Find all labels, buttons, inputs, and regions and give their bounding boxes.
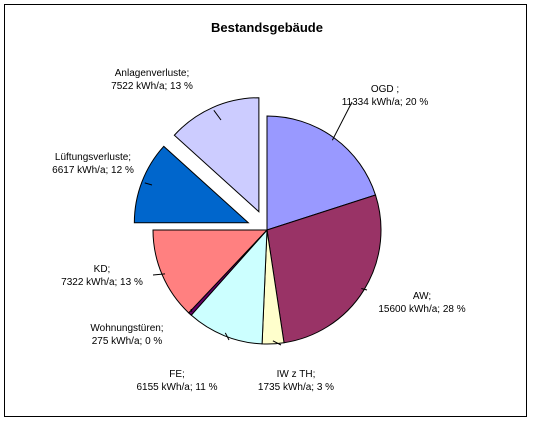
slice-label-name: KD; bbox=[94, 264, 111, 275]
slice-label-value: 11334 kWh/a; 20 % bbox=[342, 97, 429, 108]
leader-line bbox=[272, 340, 282, 346]
pie-slice-l-ftungsverluste bbox=[133, 145, 250, 224]
leader-line bbox=[331, 101, 353, 141]
pie-slice-kd bbox=[152, 229, 269, 314]
leader-line bbox=[213, 109, 222, 121]
leaders-layer bbox=[144, 101, 368, 346]
slice-label-name: OGD ; bbox=[371, 84, 399, 95]
slice-label-name: Anlagenverluste; bbox=[115, 68, 190, 79]
leader-line bbox=[361, 287, 368, 291]
pie-slice-aw bbox=[266, 194, 382, 344]
slice-label-value: 275 kWh/a; 0 % bbox=[92, 336, 163, 347]
leader-line bbox=[152, 273, 166, 276]
slices-layer bbox=[133, 97, 382, 345]
slice-label-value: 7322 kWh/a; 13 % bbox=[61, 277, 143, 288]
leader-line bbox=[190, 308, 193, 312]
slice-label-name: FE; bbox=[169, 369, 185, 380]
slice-label-value: 6617 kWh/a; 12 % bbox=[52, 165, 134, 176]
pie-chart: Bestandsgebäude OGD ; 11334 kWh/a; 20 % AW… bbox=[52, 20, 466, 393]
slice-label-name: IW z TH; bbox=[277, 369, 316, 380]
slice-label-value: 15600 kWh/a; 28 % bbox=[378, 304, 465, 315]
slice-label-value: 7522 kWh/a; 13 % bbox=[111, 81, 193, 92]
pie-slice-fe bbox=[190, 228, 268, 345]
slice-label-value: 6155 kWh/a; 11 % bbox=[137, 382, 218, 393]
chart-frame: Bestandsgebäude OGD ; 11334 kWh/a; 20 % AW… bbox=[4, 4, 527, 417]
chart-title: Bestandsgebäude bbox=[211, 20, 323, 35]
labels-layer: OGD ; 11334 kWh/a; 20 % AW; 15600 kWh/a; 28… bbox=[52, 68, 466, 393]
slice-label-name: Wohnungstüren; bbox=[90, 323, 163, 334]
slice-label-name: Lüftungsverluste; bbox=[55, 152, 131, 163]
slice-label-name: AW; bbox=[413, 291, 431, 302]
leader-line bbox=[144, 182, 153, 186]
slice-label-value: 1735 kWh/a; 3 % bbox=[258, 382, 334, 393]
leader-line bbox=[224, 332, 230, 341]
pie-slice-anlagenverluste bbox=[173, 97, 260, 213]
